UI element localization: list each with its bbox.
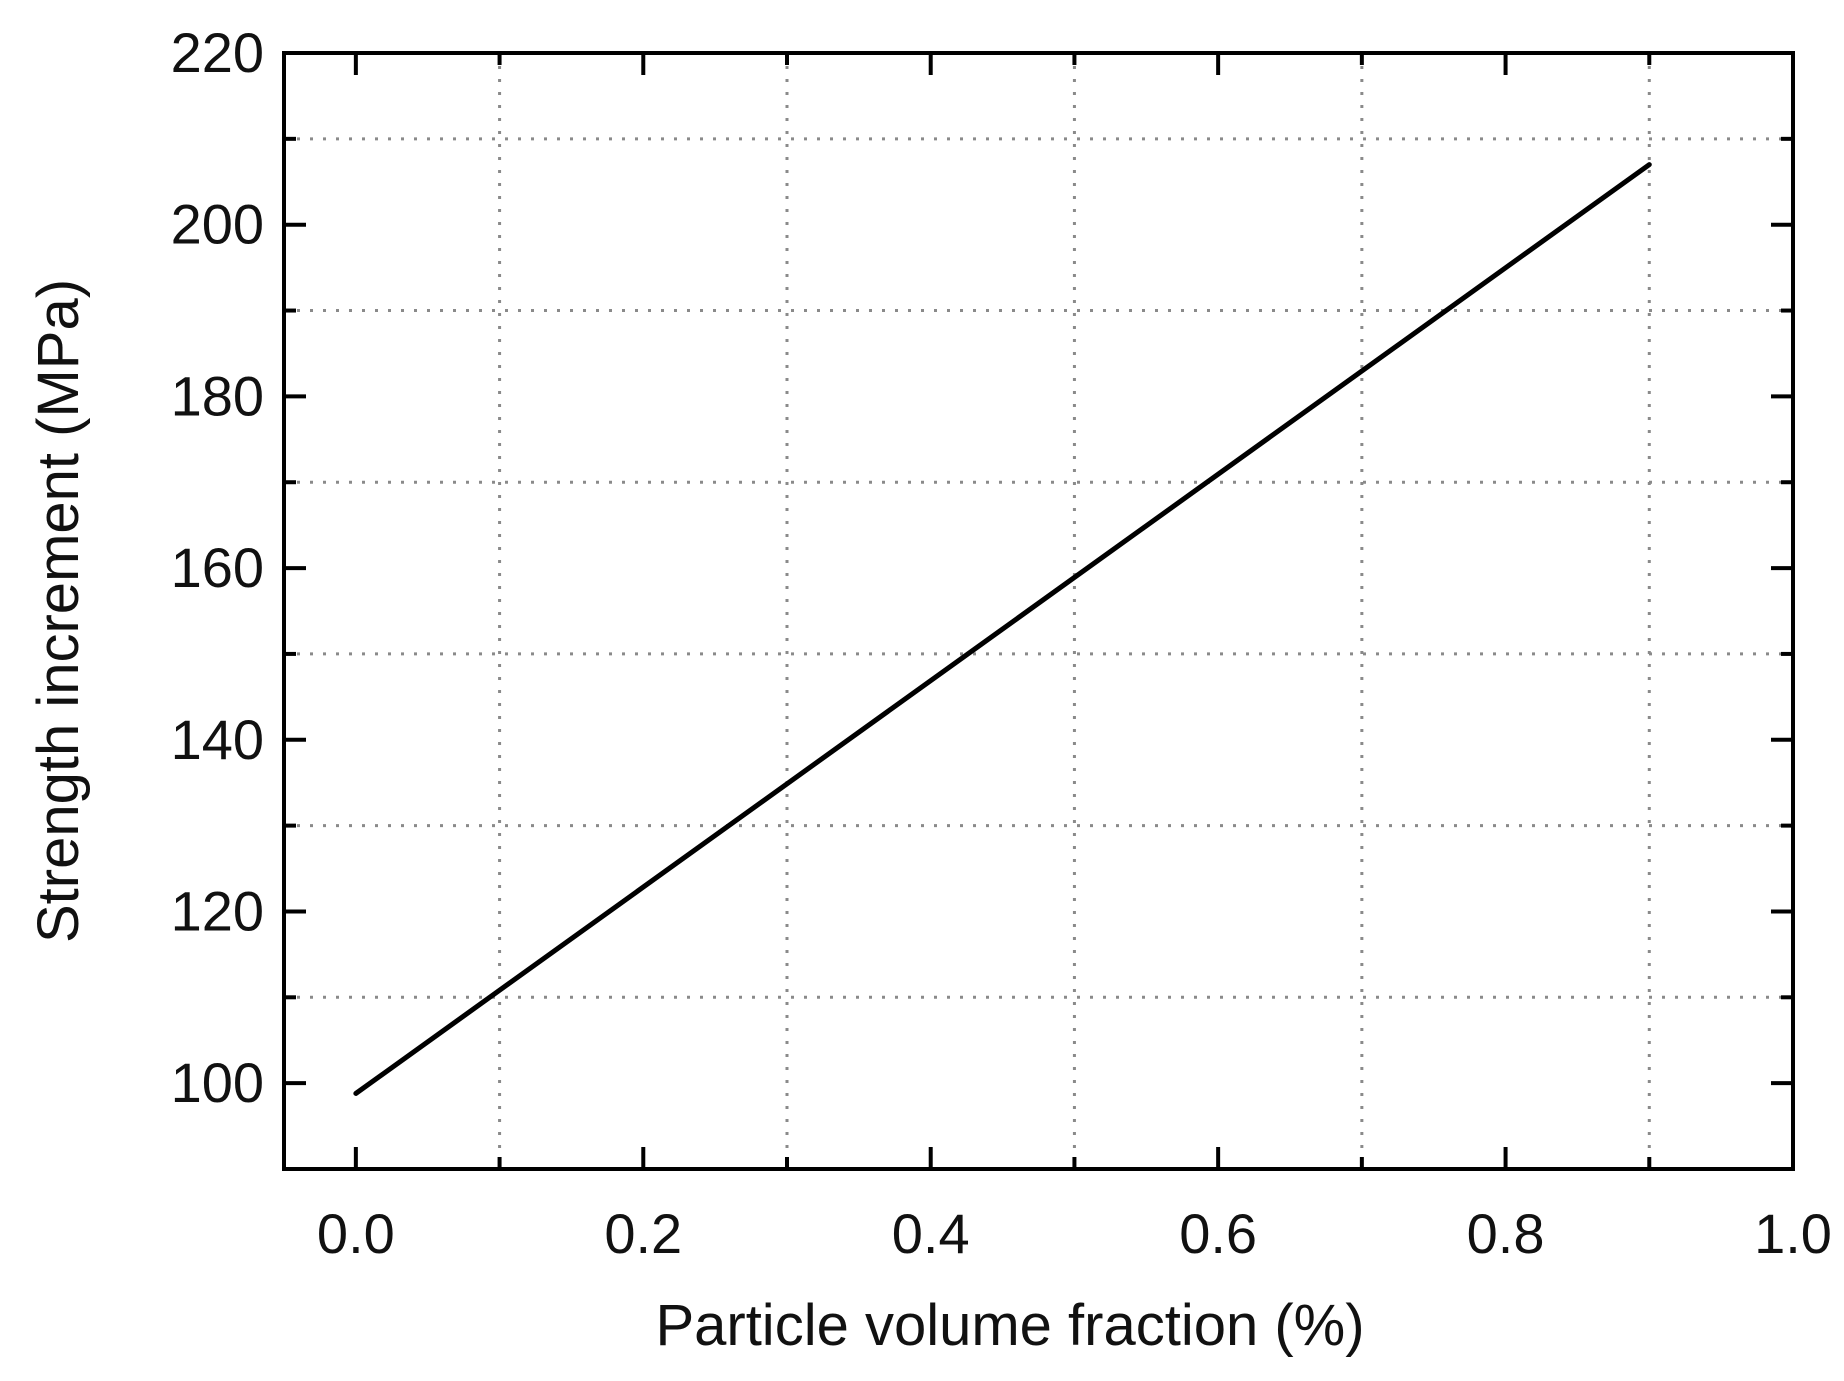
y-axis-title: Strength increment (MPa) [26, 279, 91, 943]
x-tick-label: 0.6 [1179, 1202, 1257, 1265]
y-tick-label: 160 [171, 536, 264, 599]
axis-ticks [284, 51, 1795, 1169]
y-tick-label: 180 [171, 364, 264, 427]
x-tick-labels: 0.0 0.2 0.4 0.6 0.8 1.0 [317, 1202, 1832, 1265]
x-tick-label: 0.2 [604, 1202, 682, 1265]
series-layer [353, 162, 1652, 1096]
y-tick-label: 100 [171, 1051, 264, 1114]
y-tick-labels: 100 120 140 160 180 200 220 [171, 21, 264, 1114]
y-tick-label: 200 [171, 193, 264, 256]
grid-lines [284, 53, 1793, 1169]
plot-frame [282, 51, 1795, 1171]
x-tick-label: 0.4 [892, 1202, 970, 1265]
x-tick-label: 1.0 [1754, 1202, 1832, 1265]
x-axis-title: Particle volume fraction (%) [655, 1293, 1364, 1358]
series-line [353, 162, 1652, 1096]
x-tick-label: 0.8 [1467, 1202, 1545, 1265]
y-tick-label: 140 [171, 708, 264, 771]
y-tick-label: 220 [171, 21, 264, 84]
x-tick-label: 0.0 [317, 1202, 395, 1265]
y-tick-label: 120 [171, 879, 264, 942]
